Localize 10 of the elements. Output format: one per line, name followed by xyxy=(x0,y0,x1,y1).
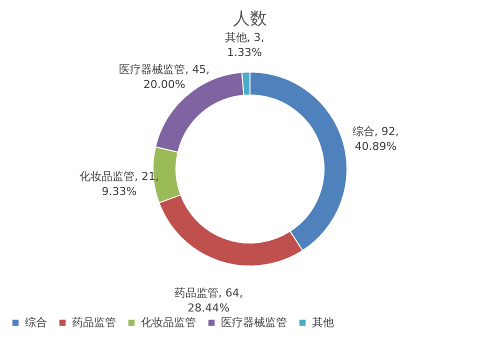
legend-label: 其他 xyxy=(312,316,334,329)
data-label: 综合, 92, 40.89% xyxy=(352,125,399,154)
data-label: 医疗器械监管, 45, 20.00% xyxy=(119,62,210,91)
legend-label: 化妆品监管 xyxy=(141,316,196,329)
legend-label: 医疗器械监管 xyxy=(221,316,287,329)
chart-title: 人数 xyxy=(233,9,267,30)
data-label: 其他, 3, 1.33% xyxy=(224,31,264,60)
legend-label: 药品监管 xyxy=(72,316,116,329)
legend-label: 综合 xyxy=(25,316,47,329)
data-label: 药品监管, 64, 28.44% xyxy=(174,286,243,314)
